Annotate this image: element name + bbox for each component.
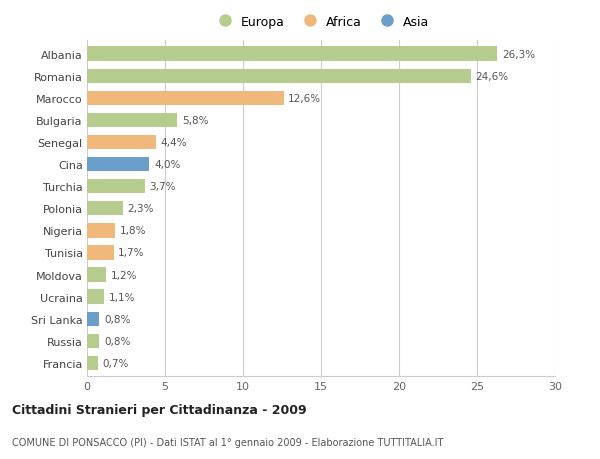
- Text: 3,7%: 3,7%: [149, 182, 176, 192]
- Bar: [87, 334, 100, 348]
- Bar: [87, 113, 178, 128]
- Text: 4,4%: 4,4%: [160, 138, 187, 148]
- Text: 0,7%: 0,7%: [103, 358, 129, 368]
- Text: 1,8%: 1,8%: [120, 226, 146, 236]
- Text: 26,3%: 26,3%: [502, 50, 535, 60]
- Bar: [87, 135, 155, 150]
- Text: Cittadini Stranieri per Cittadinanza - 2009: Cittadini Stranieri per Cittadinanza - 2…: [12, 403, 307, 416]
- Bar: [87, 47, 497, 62]
- Bar: [87, 268, 106, 282]
- Text: 5,8%: 5,8%: [182, 116, 209, 126]
- Text: 1,7%: 1,7%: [118, 248, 145, 258]
- Text: 1,1%: 1,1%: [109, 292, 136, 302]
- Bar: [87, 69, 471, 84]
- Bar: [87, 224, 115, 238]
- Text: 4,0%: 4,0%: [154, 160, 181, 170]
- Legend: Europa, Africa, Asia: Europa, Africa, Asia: [208, 11, 434, 34]
- Bar: [87, 91, 284, 106]
- Bar: [87, 290, 104, 304]
- Bar: [87, 202, 123, 216]
- Text: COMUNE DI PONSACCO (PI) - Dati ISTAT al 1° gennaio 2009 - Elaborazione TUTTITALI: COMUNE DI PONSACCO (PI) - Dati ISTAT al …: [12, 437, 443, 447]
- Text: 1,2%: 1,2%: [110, 270, 137, 280]
- Bar: [87, 356, 98, 370]
- Bar: [87, 246, 113, 260]
- Text: 24,6%: 24,6%: [475, 72, 509, 82]
- Text: 12,6%: 12,6%: [288, 94, 322, 104]
- Bar: [87, 157, 149, 172]
- Text: 2,3%: 2,3%: [128, 204, 154, 214]
- Bar: [87, 179, 145, 194]
- Text: 0,8%: 0,8%: [104, 336, 131, 346]
- Bar: [87, 312, 100, 326]
- Text: 0,8%: 0,8%: [104, 314, 131, 324]
